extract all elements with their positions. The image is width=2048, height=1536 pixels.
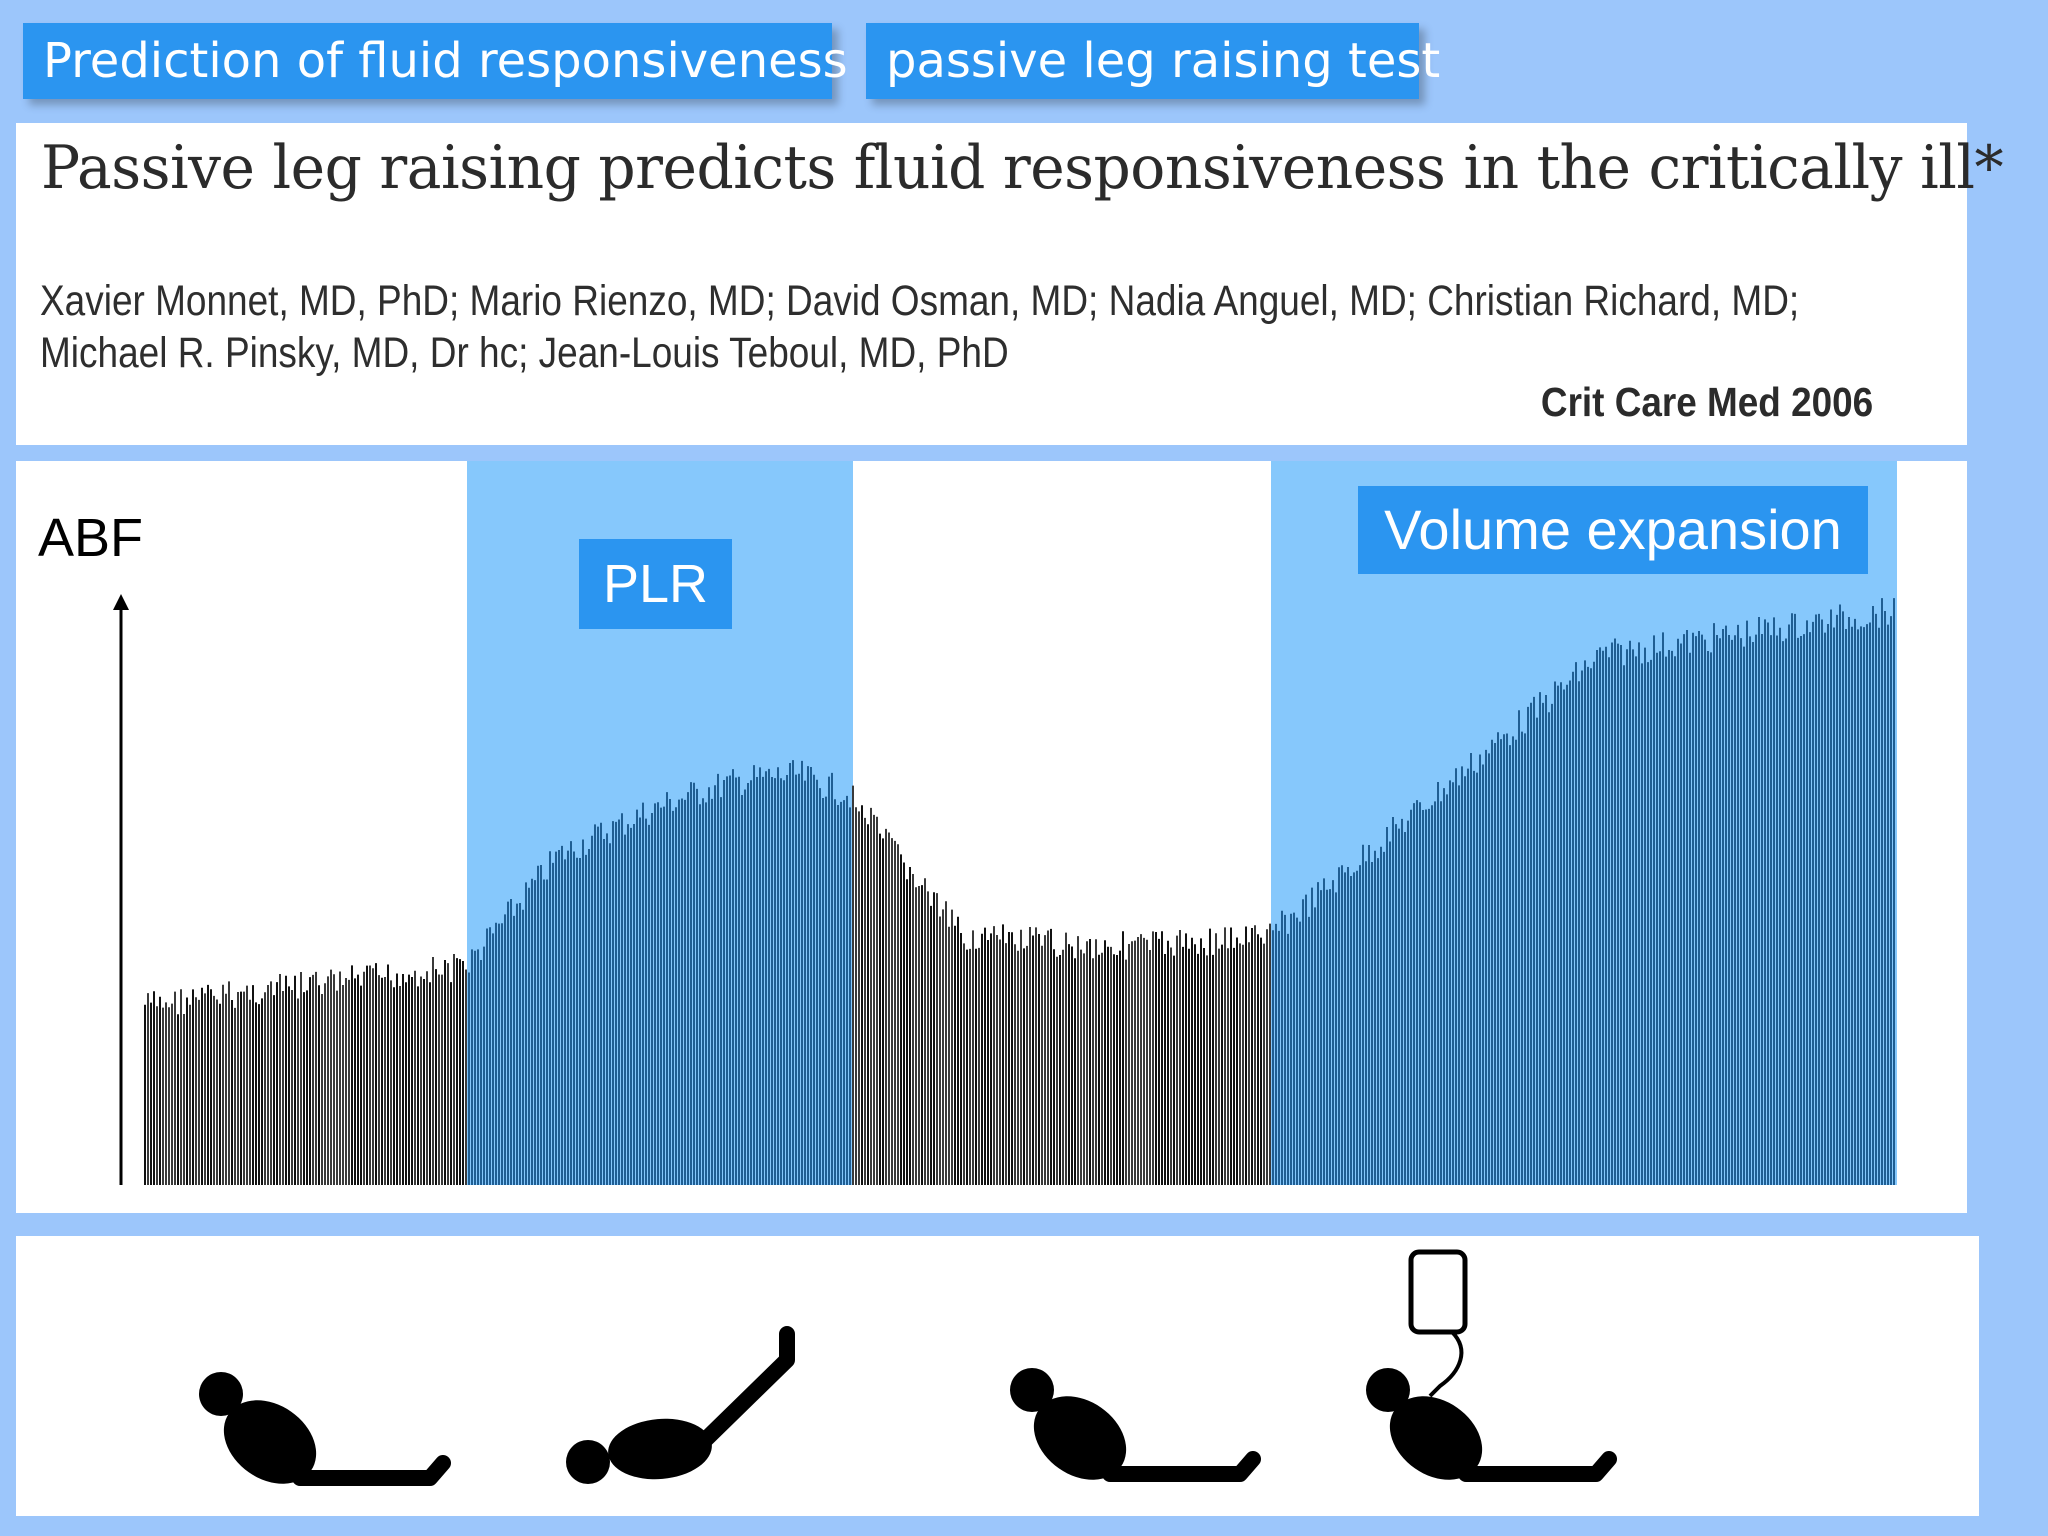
y-axis-arrow bbox=[113, 594, 129, 610]
patient-legs-raised-icon bbox=[566, 1326, 795, 1484]
paper-journal: Crit Care Med 2006 bbox=[1540, 379, 1873, 425]
volume-expansion-label: Volume expansion bbox=[1358, 486, 1868, 574]
y-axis-label: ABF bbox=[38, 508, 144, 568]
paper-authors-line2: Michael R. Pinsky, MD, Dr hc; Jean-Louis… bbox=[40, 329, 1009, 377]
patient-positions-panel bbox=[16, 1236, 1979, 1516]
patient-infusion-icon bbox=[1366, 1249, 1617, 1482]
topic-tag: Prediction of fluid responsiveness bbox=[23, 23, 848, 99]
paper-citation-panel: Passive leg raising predicts fluid respo… bbox=[16, 123, 2004, 445]
plr-label: PLR bbox=[579, 539, 732, 629]
subtopic-tag: passive leg raising test bbox=[866, 23, 1440, 99]
paper-title: Passive leg raising predicts fluid respo… bbox=[41, 133, 2004, 203]
patient-supine-icon bbox=[199, 1372, 451, 1486]
patient-supine-icon bbox=[1010, 1368, 1261, 1482]
paper-authors-line1: Xavier Monnet, MD, PhD; Mario Rienzo, MD… bbox=[40, 277, 1800, 325]
